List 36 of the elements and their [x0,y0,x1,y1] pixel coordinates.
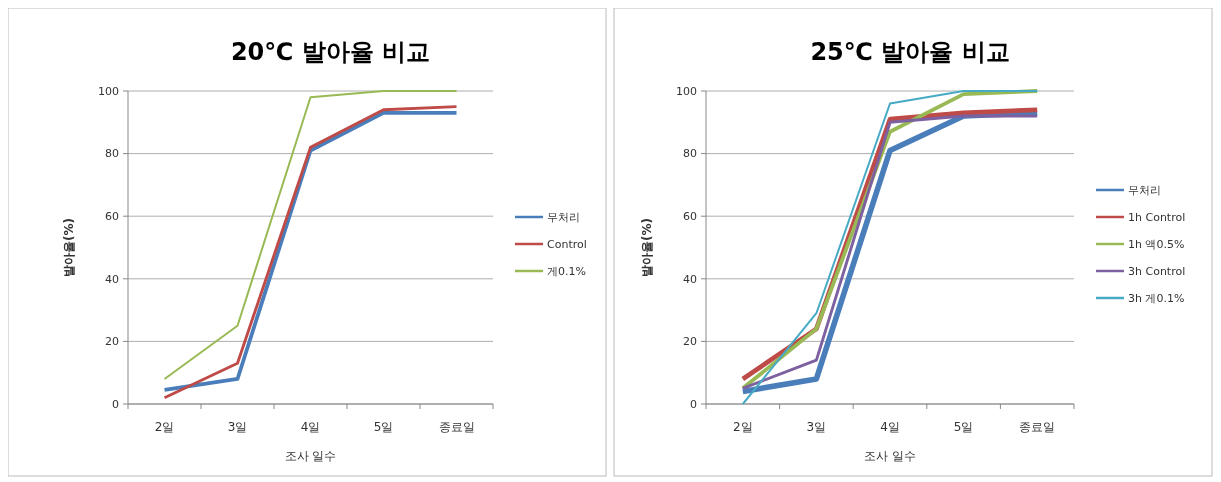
y-tick-label: 40 [683,272,697,286]
chart-title: 20℃ 발아율 비교 [230,38,431,66]
y-tick-label: 20 [683,335,697,349]
x-tick-label: 2일 [732,420,753,434]
legend-label: 3h 게0.1% [1128,291,1185,305]
x-tick-label: 4일 [880,420,900,434]
x-tick-label: 5일 [373,420,394,434]
x-tick-label: 4일 [300,420,321,434]
legend-label: Control [547,237,587,251]
legend-label: 1h 액0.5% [1128,237,1185,251]
x-tick-label: 2일 [154,420,175,434]
legend-label: 무처리 [1128,183,1161,197]
y-tick-label: 80 [683,147,697,161]
y-tick-label: 80 [105,147,119,161]
chart-title: 25℃ 발아율 비교 [810,38,1010,66]
x-axis-title: 조사 일수 [864,449,916,463]
y-axis-title: 발아율(%) [62,218,76,277]
legend-label: 1h Control [1128,210,1186,224]
y-tick-label: 100 [98,84,119,98]
x-axis-title: 조사 일수 [284,449,337,463]
y-tick-label: 0 [112,397,119,411]
y-tick-label: 20 [105,335,119,349]
legend-label: 3h Control [1128,264,1186,278]
x-tick-label: 5일 [953,420,974,434]
legend-label: 무처리 [547,210,580,224]
y-tick-label: 40 [105,272,119,286]
x-tick-label: 3일 [227,420,248,434]
y-tick-label: 60 [105,210,119,224]
y-tick-label: 60 [683,210,697,224]
y-tick-label: 100 [676,84,697,98]
x-tick-label: 3일 [806,420,827,434]
x-tick-label: 종료일 [438,420,475,434]
y-tick-label: 0 [690,397,697,411]
x-tick-label: 종료일 [1019,420,1056,434]
y-axis-title: 발아율(%) [640,218,654,277]
legend-label: 게0.1% [547,264,586,278]
